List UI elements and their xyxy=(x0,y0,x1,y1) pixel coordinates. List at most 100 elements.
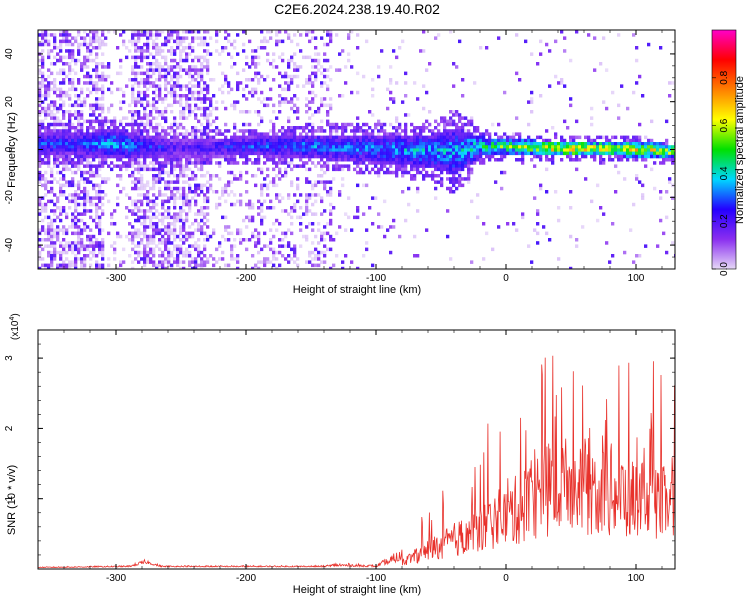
spectrogram-cell xyxy=(89,148,93,152)
spectrogram-cell xyxy=(398,154,402,159)
spectrogram-cell xyxy=(155,158,159,162)
spectrogram-cell xyxy=(188,138,192,143)
spectrogram-cell xyxy=(578,148,582,152)
spectrogram-cell xyxy=(554,135,558,140)
spectrogram-cell xyxy=(674,142,675,146)
spectrogram-cell xyxy=(44,36,48,40)
spectrogram-cell xyxy=(44,170,48,175)
spectrogram-cell xyxy=(164,154,168,159)
spectrogram-cell xyxy=(227,161,231,165)
spectrogram-cell xyxy=(356,116,360,120)
spectrogram-cell xyxy=(233,145,237,149)
spectrogram-cell xyxy=(113,247,117,252)
spectrogram-cell xyxy=(137,250,141,255)
spectrogram-cell xyxy=(209,145,213,149)
spectrogram-cell xyxy=(104,42,108,47)
spectrogram-cell xyxy=(146,94,150,98)
spectrogram-cell xyxy=(119,129,123,133)
spectrogram-cell xyxy=(392,225,396,229)
spectrogram-cell xyxy=(560,78,564,82)
spectrogram-cell xyxy=(176,81,180,85)
spectrogram-cell xyxy=(188,97,192,101)
spectrogram-cell xyxy=(341,135,345,140)
spectrogram-cell xyxy=(92,103,96,108)
spectrogram-cell xyxy=(98,145,102,149)
spectrogram-cell xyxy=(245,135,249,140)
spectrogram-cell xyxy=(83,55,87,60)
spectrogram-cell xyxy=(137,154,141,159)
spectrogram-cell xyxy=(287,254,291,258)
spectrogram-cell xyxy=(425,126,429,130)
spectrogram-cell xyxy=(146,167,150,172)
spectrogram-cell xyxy=(152,180,156,184)
spectrogram-cell xyxy=(413,234,417,239)
spectrogram-cell xyxy=(47,154,51,159)
spectrogram-cell xyxy=(422,84,426,88)
spectrogram-cell xyxy=(143,151,147,156)
spectrogram-cell xyxy=(92,244,96,248)
spectrogram-cell xyxy=(194,90,198,95)
spectrogram-cell xyxy=(329,222,333,226)
spectrogram-cell xyxy=(479,142,483,146)
spectrogram-cell xyxy=(530,145,534,149)
spectrogram-cell xyxy=(359,138,363,143)
spectrogram-cell xyxy=(41,30,45,34)
spectrogram-cell xyxy=(233,148,237,152)
spectrogram-cell xyxy=(59,154,63,159)
spectrogram-cell xyxy=(182,180,186,184)
spectrogram-cell xyxy=(134,71,138,76)
spectrogram-cell xyxy=(170,164,174,168)
spectrogram-cell xyxy=(161,100,165,104)
spectrogram-cell xyxy=(212,263,216,268)
spectrogram-cell xyxy=(98,225,102,229)
spectrogram-cell xyxy=(299,151,303,156)
spectrogram-cell xyxy=(587,148,591,152)
spectrogram-cell xyxy=(668,154,672,159)
spectrogram-cell xyxy=(158,138,162,143)
spectrogram-cell xyxy=(299,193,303,197)
spectrogram-cell xyxy=(80,110,84,114)
spectrogram-cell xyxy=(284,151,288,156)
spectrogram-cell xyxy=(83,225,87,229)
spectrogram-cell xyxy=(590,154,594,159)
spectrogram-cell xyxy=(257,145,261,149)
spectrogram-cell xyxy=(485,46,489,50)
spectrogram-cell xyxy=(554,39,558,44)
spectrogram-cell xyxy=(197,209,201,213)
spectrogram-cell xyxy=(581,145,585,149)
spectrogram-cell xyxy=(212,138,216,143)
spectrogram-cell xyxy=(53,218,57,223)
spectrogram-cell xyxy=(329,36,333,40)
spectrogram-cell xyxy=(437,129,441,133)
spectrogram-cell xyxy=(203,132,207,136)
spectrogram-cell xyxy=(374,122,378,127)
spectrogram-cell xyxy=(407,142,411,146)
spectrogram-cell xyxy=(98,113,102,117)
spectrogram-cell xyxy=(200,74,204,79)
spectrogram-cell xyxy=(383,122,387,127)
spectrogram-cell xyxy=(623,177,627,181)
spectrogram-cell xyxy=(131,97,135,101)
spectrogram-cell xyxy=(167,225,171,229)
spectrogram-cell xyxy=(281,129,285,133)
spectrogram-cell xyxy=(425,170,429,175)
spectrogram-cell xyxy=(41,145,45,149)
spectrogram-cell xyxy=(41,142,45,146)
spectrogram-cell xyxy=(479,154,483,159)
spectrogram-cell xyxy=(392,132,396,136)
spectrogram-cell xyxy=(194,30,198,34)
spectrogram-cell xyxy=(323,145,327,149)
spectrogram-cell xyxy=(143,254,147,258)
spectrogram-cell xyxy=(182,186,186,191)
spectrogram-cell xyxy=(86,46,90,50)
spectrogram-cell xyxy=(83,74,87,79)
spectrogram-cell xyxy=(206,106,210,111)
spectrogram-cell xyxy=(158,247,162,252)
spectrogram-cell xyxy=(59,129,63,133)
spectrogram-cell xyxy=(425,161,429,165)
spectrogram-cell xyxy=(599,154,603,159)
spectrogram-cell xyxy=(215,151,219,156)
spectrogram-cell xyxy=(317,145,321,149)
spectrogram-cell xyxy=(146,260,150,264)
spectrogram-cell xyxy=(161,145,165,149)
